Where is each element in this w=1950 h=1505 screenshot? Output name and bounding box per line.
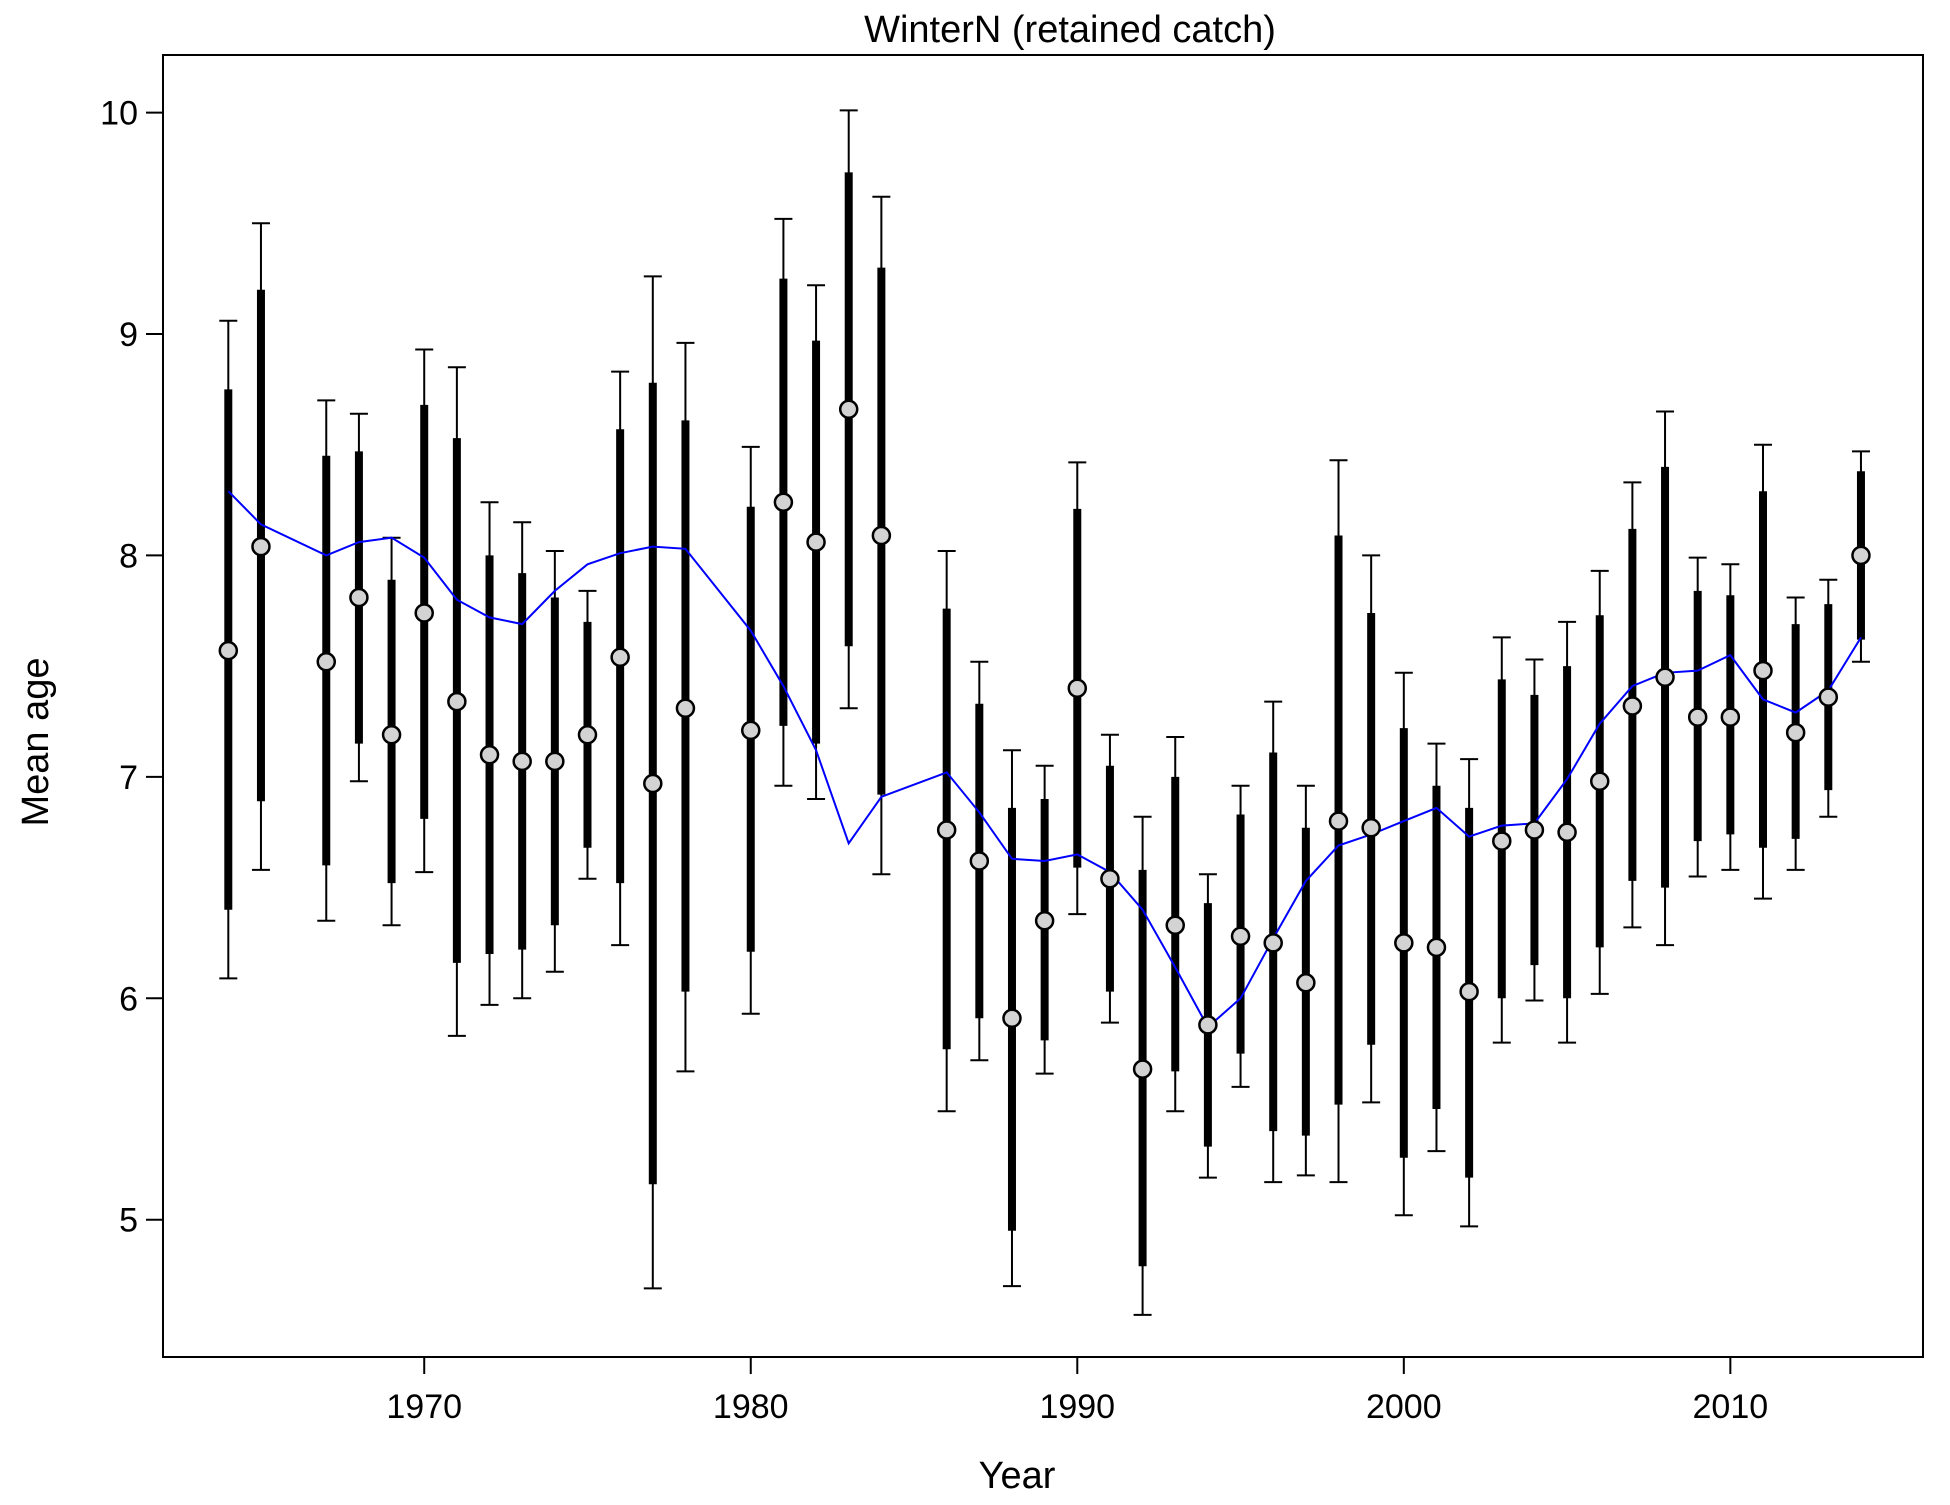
data-point (251, 536, 271, 557)
y-tick-label: 7 (119, 759, 138, 797)
x-tick-label: 2000 (1366, 1388, 1442, 1426)
expected-line (227, 490, 1862, 1029)
data-point (1067, 678, 1088, 699)
data-point (545, 751, 565, 772)
data-point (512, 751, 532, 772)
data-point (349, 587, 369, 608)
y-tick-label: 8 (119, 537, 138, 575)
data-point (969, 851, 990, 871)
data-point (1687, 707, 1708, 727)
observed-mean-age-points (218, 399, 1871, 1079)
y-axis: 5 6 7 8 9 10 (100, 95, 163, 1240)
data-point (1002, 1008, 1022, 1028)
data-point (414, 603, 434, 623)
data-point (1557, 822, 1577, 842)
y-tick-label: 5 (119, 1202, 138, 1240)
data-point (1263, 933, 1283, 953)
x-tick-label: 1970 (386, 1388, 462, 1426)
data-point (1524, 820, 1545, 840)
data-point (1132, 1059, 1153, 1079)
data-point (1230, 926, 1251, 947)
x-axis: 1970 1980 1990 2000 2010 (228, 1356, 1861, 1426)
y-tick-label: 9 (119, 316, 138, 354)
data-point (447, 691, 467, 712)
data-point (1459, 981, 1479, 1002)
chart-title: WinterN (retained catch) (864, 9, 1276, 51)
data-point (838, 399, 859, 420)
data-point (1785, 722, 1806, 743)
x-tick-label: 1980 (713, 1388, 789, 1426)
y-axis-label: Mean age (15, 657, 57, 826)
data-point (1818, 687, 1839, 707)
data-point (381, 725, 402, 745)
x-tick-label: 2010 (1693, 1388, 1769, 1426)
data-point (1394, 933, 1414, 953)
outer-interval-bars (219, 109, 1870, 1316)
data-point (1589, 771, 1610, 792)
x-axis-label: Year (979, 1455, 1056, 1497)
data-point (316, 651, 337, 672)
data-point (1328, 811, 1349, 831)
data-point (871, 525, 892, 546)
data-point (643, 773, 663, 794)
data-point (479, 744, 500, 765)
data-point (1720, 707, 1741, 727)
data-point (936, 820, 957, 840)
data-point (1655, 667, 1675, 687)
data-point (806, 532, 826, 552)
data-point (1492, 831, 1512, 851)
x-tick-label: 1990 (1039, 1388, 1115, 1426)
inner-interval-bars (224, 172, 1865, 1267)
data-point (610, 647, 630, 668)
data-point (577, 725, 598, 745)
data-point (1753, 660, 1773, 681)
data-point (1165, 915, 1185, 935)
data-point (741, 720, 761, 741)
data-point (1851, 545, 1871, 566)
data-point (1361, 818, 1381, 838)
data-point (773, 492, 794, 513)
data-point (675, 698, 696, 718)
data-point (1100, 868, 1120, 889)
data-point (1426, 937, 1447, 958)
expected-mean-age-line (227, 490, 1862, 1029)
data-point (1296, 973, 1316, 993)
y-tick-label: 10 (100, 95, 138, 133)
data-point (1198, 1015, 1218, 1035)
y-tick-label: 6 (119, 980, 138, 1018)
data-point (1622, 696, 1643, 716)
data-point (218, 640, 239, 661)
data-point (1034, 911, 1055, 931)
